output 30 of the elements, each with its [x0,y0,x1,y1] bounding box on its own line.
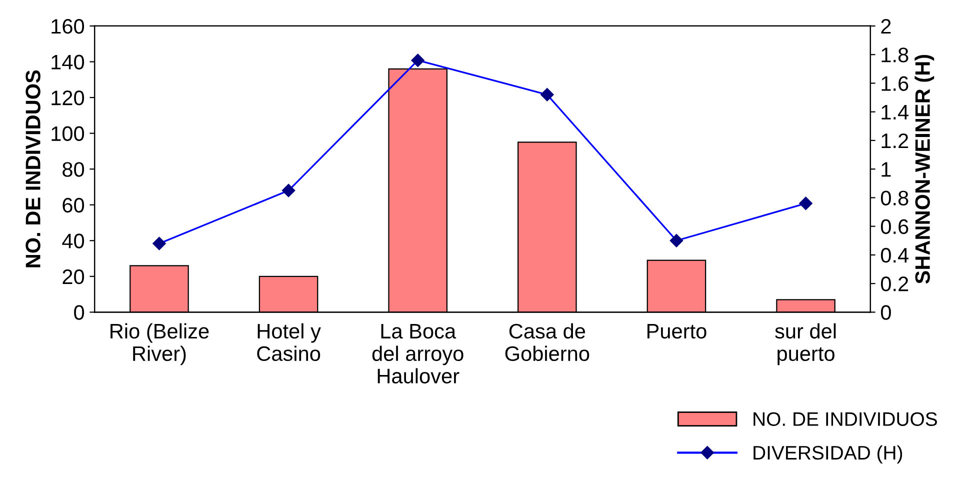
y2-tick-label: 0.8 [880,190,908,206]
y-tick-label: 140 [52,54,84,70]
y-axis-title: NO. DE INDIVIDUOS [26,70,40,268]
y2-tick-label: 1.8 [882,48,908,62]
y-tick-label: 20 [62,269,84,284]
y2-tick-label: 1 [882,162,891,177]
x-tick-label: Rio (Belize River) [110,323,209,366]
y2-tick-label: 1.4 [882,105,909,120]
y-tick-label: 160 [52,18,84,34]
y2-tick-label: 1.2 [882,133,908,148]
y-tick-label: 120 [52,90,84,106]
y-tick-label: 60 [62,198,84,213]
x-tick-label: La Boca del arroyo Haulover [372,324,464,384]
y-tick-label: 80 [62,162,84,177]
y2-tick-label: 0.4 [880,248,909,263]
y2-tick-label: 0.6 [880,219,908,234]
y2-tick-label: 0.2 [880,276,908,292]
y2-tick-label: 0 [880,305,891,320]
x-tick-label: sur del puerto [775,323,836,366]
x-tick-label: Puerto [647,324,706,339]
x-tick-label: Hotel y Casino [257,323,321,362]
y2-tick-label: 2 [881,18,891,34]
y2-axis-title: SHANNON-WEINER (H) [914,54,934,284]
y-tick-label: 100 [52,126,84,142]
y-tick-label: 40 [62,234,84,248]
y-tick-label: 0 [74,305,84,320]
legend-label: NO. DE INDIVIDUOS [754,412,937,426]
legend-label: DIVERSIDAD (H) [754,445,902,464]
x-tick-label: Casa de Gobierno [505,323,590,362]
y2-tick-label: 1.6 [882,76,908,91]
